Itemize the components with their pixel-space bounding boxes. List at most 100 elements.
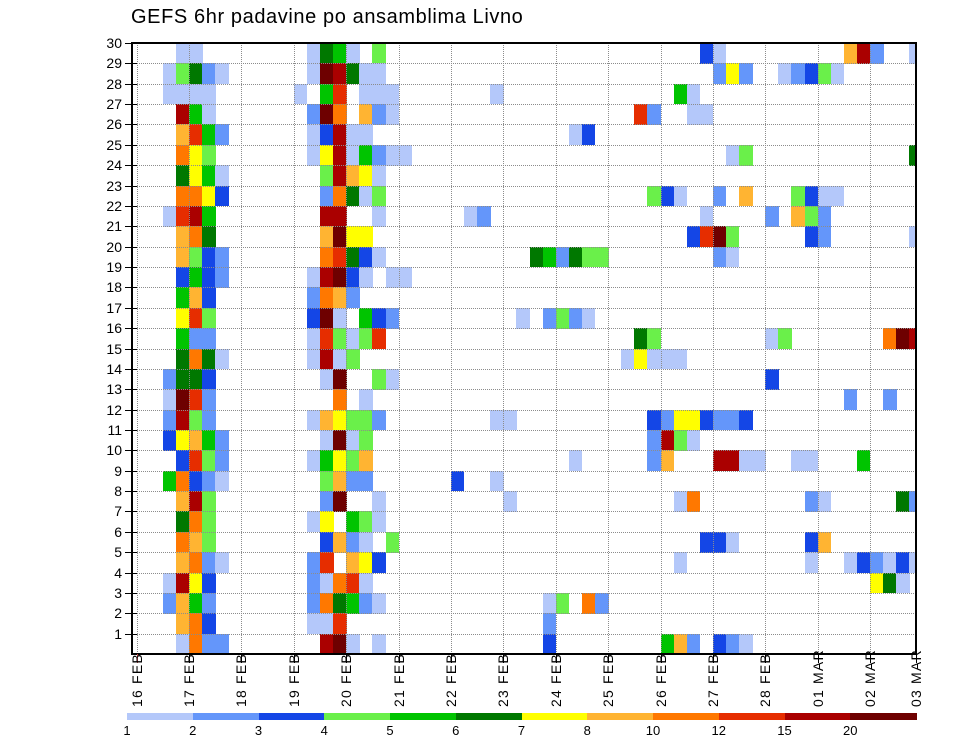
heat-cell [909, 43, 916, 64]
heat-cell [202, 531, 216, 553]
y-tick-label: 13 [106, 381, 122, 398]
heat-cell [202, 328, 216, 349]
y-tick-label: 12 [106, 401, 122, 418]
heat-cell [359, 531, 373, 553]
y-tick-label: 19 [106, 259, 122, 276]
grid-line-horizontal [132, 613, 916, 615]
heat-cell [189, 470, 203, 492]
heat-cell [359, 552, 373, 573]
heat-cell [202, 124, 216, 146]
heat-cell [189, 287, 203, 309]
heat-cell [673, 348, 688, 370]
heat-cell [202, 307, 216, 329]
heat-cell [306, 43, 321, 64]
y-tick-mark [125, 144, 137, 146]
colorbar-label: 4 [320, 723, 328, 738]
heat-cell [175, 226, 190, 248]
heat-cell [175, 348, 190, 370]
x-tick-mark [660, 654, 662, 663]
heat-cell [333, 267, 347, 288]
heat-cell [804, 226, 819, 248]
heat-cell [306, 104, 321, 125]
heat-cell [529, 246, 544, 268]
grid-line-horizontal [132, 592, 916, 594]
heat-cell [817, 63, 832, 85]
heat-cell [175, 246, 190, 268]
x-tick-label: 25 FEB [600, 653, 617, 707]
heat-cell [175, 104, 190, 125]
heat-cell [725, 246, 740, 268]
y-tick-mark [125, 531, 137, 533]
heat-cell [843, 552, 858, 573]
x-tick-mark [555, 654, 557, 663]
heat-cell [699, 531, 714, 553]
grid-line-horizontal [132, 328, 916, 330]
heat-cell [189, 613, 203, 635]
y-tick-mark [125, 307, 137, 309]
grid-line-horizontal [132, 429, 916, 431]
heat-cell [320, 246, 334, 268]
heat-cell [673, 633, 688, 654]
heat-cell [333, 470, 347, 492]
heat-cell [162, 389, 177, 410]
x-tick-mark [450, 654, 452, 663]
y-tick-mark [125, 267, 137, 269]
y-tick-mark [125, 348, 137, 350]
heat-cell [175, 429, 190, 451]
heat-cell [202, 450, 216, 472]
heat-cell [752, 450, 766, 472]
y-tick-mark [125, 63, 137, 65]
heat-cell [647, 348, 661, 370]
heat-cell [372, 552, 386, 573]
heat-cell [320, 205, 334, 227]
heat-cell [555, 246, 570, 268]
y-tick-mark [125, 368, 137, 370]
colorbar-label: 7 [517, 723, 526, 738]
heat-cell [359, 144, 373, 166]
heat-cell [320, 83, 334, 105]
colorbar-segment [587, 713, 654, 720]
heat-cell [333, 348, 347, 370]
heat-cell [686, 226, 701, 248]
heat-cell [189, 491, 203, 512]
x-tick-label: 21 FEB [390, 653, 407, 707]
heat-cell [333, 368, 347, 390]
heat-cell [673, 552, 688, 573]
heat-cell [555, 307, 570, 329]
heat-cell [568, 124, 583, 146]
heat-cell [175, 470, 190, 492]
y-tick-label: 15 [106, 340, 122, 357]
heat-cell [175, 165, 190, 186]
y-tick-label: 8 [114, 483, 122, 500]
plot-area [132, 43, 916, 654]
heat-cell [372, 592, 386, 614]
y-tick-label: 29 [106, 55, 122, 72]
heat-cell [202, 491, 216, 512]
x-tick-label: 19 FEB [285, 653, 302, 707]
x-tick-label: 26 FEB [652, 653, 669, 707]
heat-cell [306, 511, 321, 533]
heat-cell [699, 104, 714, 125]
heat-cell [189, 368, 203, 390]
heat-cell [189, 328, 203, 349]
heat-cell [215, 165, 229, 186]
heat-cell [699, 205, 714, 227]
heat-cell [765, 205, 779, 227]
heat-cell [896, 552, 910, 573]
y-tick-label: 1 [114, 625, 122, 642]
heat-cell [503, 491, 517, 512]
heat-cell [189, 552, 203, 573]
heat-cell [686, 409, 701, 431]
heat-cell [189, 429, 203, 451]
heat-cell [333, 429, 347, 451]
heat-cell [306, 450, 321, 472]
heat-cell [804, 552, 819, 573]
heat-cell [306, 124, 321, 146]
heat-cell [202, 470, 216, 492]
heat-cell [175, 572, 190, 594]
heat-cell [189, 409, 203, 431]
heat-cell [634, 104, 648, 125]
x-tick-label: 23 FEB [495, 653, 512, 707]
heat-cell [202, 83, 216, 105]
heat-cell [372, 328, 386, 349]
